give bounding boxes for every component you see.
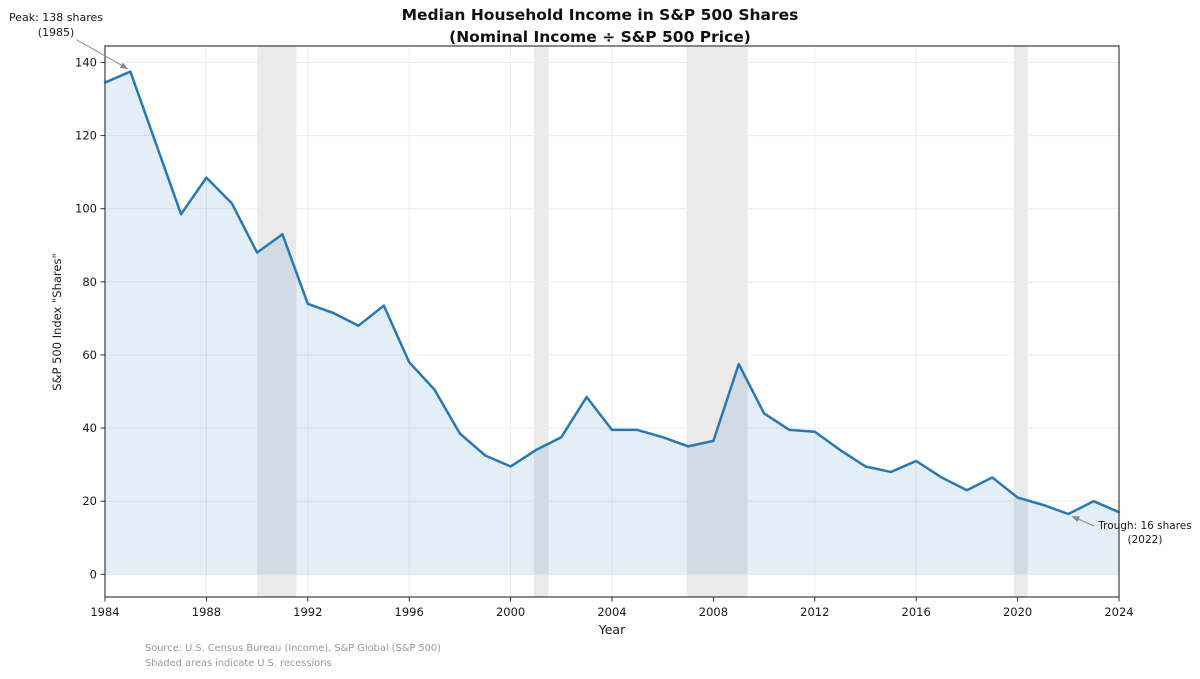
y-tick-label: 80 xyxy=(82,275,97,289)
x-tick-label: 1992 xyxy=(293,605,322,619)
x-tick-label: 2020 xyxy=(1003,605,1032,619)
x-axis-label: Year xyxy=(598,622,626,637)
x-tick-label: 1984 xyxy=(90,605,119,619)
y-tick-label: 20 xyxy=(82,494,97,508)
recession-band xyxy=(533,46,549,597)
income-shares-area xyxy=(105,71,1119,575)
trough-annotation: Trough: 16 shares (2022) xyxy=(1086,520,1200,547)
y-tick-label: 40 xyxy=(82,421,97,435)
y-tick-label: 100 xyxy=(75,202,97,216)
source-note-line2: Shaded areas indicate U.S. recessions xyxy=(145,658,332,669)
x-tick-label: 2012 xyxy=(800,605,829,619)
y-axis-label: S&P 500 Index "Shares" xyxy=(50,253,64,391)
peak-arrow xyxy=(76,39,129,70)
peak-annotation-line2: (1985) xyxy=(37,25,75,39)
source-note-line1: Source: U.S. Census Bureau (Income), S&P… xyxy=(145,643,441,654)
peak-annotation-line1: Peak: 138 shares xyxy=(8,11,104,24)
recession-band xyxy=(257,46,297,597)
source-note: Source: U.S. Census Bureau (Income), S&P… xyxy=(145,641,441,671)
x-tick-label: 2016 xyxy=(902,605,931,619)
x-tick-label: 1988 xyxy=(192,605,221,619)
x-tick-label: 2000 xyxy=(496,605,525,619)
y-tick-label: 140 xyxy=(75,55,97,69)
x-tick-label: 2024 xyxy=(1104,605,1133,619)
x-tick-label: 1996 xyxy=(395,605,424,619)
y-tick-label: 60 xyxy=(82,348,97,362)
chart-title-line1: Median Household Income in S&P 500 Share… xyxy=(401,6,799,24)
x-tick-label: 2004 xyxy=(597,605,626,619)
y-tick-label: 0 xyxy=(90,567,97,581)
trough-annotation-line2: (2022) xyxy=(1127,533,1163,546)
peak-annotation: Peak: 138 shares (1985) xyxy=(2,11,110,40)
chart-title: Median Household Income in S&P 500 Share… xyxy=(0,5,1200,48)
recession-band xyxy=(686,46,748,597)
income-shares-line xyxy=(103,70,1121,516)
trough-arrow xyxy=(1071,516,1095,527)
chart-title-line2: (Nominal Income ÷ S&P 500 Price) xyxy=(449,27,751,46)
trough-annotation-line1: Trough: 16 shares xyxy=(1098,520,1192,532)
y-tick-label: 120 xyxy=(75,129,97,143)
x-tick-label: 2008 xyxy=(699,605,728,619)
